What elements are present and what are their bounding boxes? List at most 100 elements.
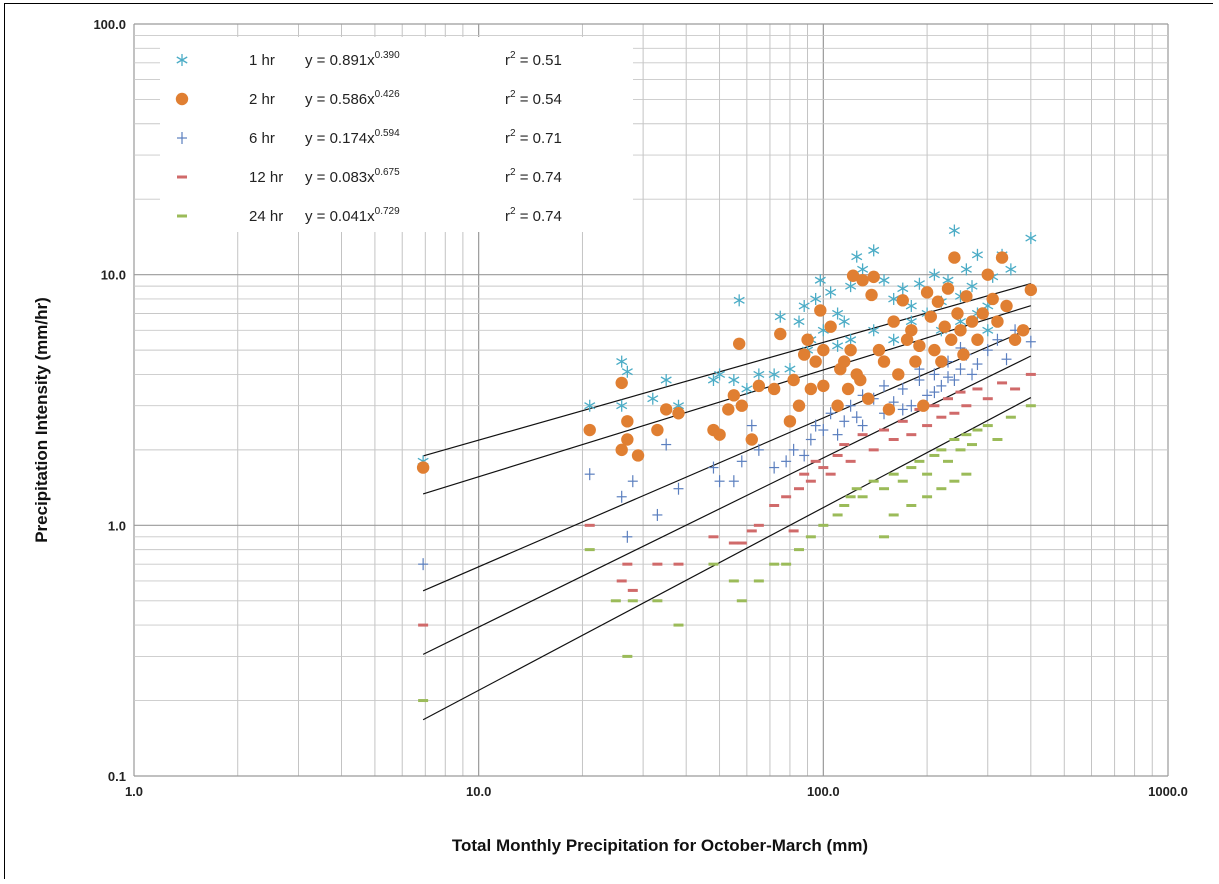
- legend-series-name: 1 hr: [249, 52, 275, 69]
- data-point: [948, 224, 960, 237]
- data-point: [832, 339, 844, 352]
- legend-marker: [176, 54, 188, 66]
- data-point: [965, 315, 979, 328]
- legend-series-name: 12 hr: [249, 169, 283, 186]
- fit-line: [422, 397, 1032, 721]
- x-tick-label: 1.0: [125, 784, 143, 799]
- data-point: [986, 292, 999, 306]
- fit-line: [422, 327, 1032, 592]
- legend-r-squared: r2 = 0.74: [505, 167, 562, 186]
- data-point: [905, 299, 917, 312]
- data-point: [1025, 232, 1037, 245]
- data-point: [982, 344, 993, 357]
- data-point: [967, 368, 978, 381]
- chart-frame: 1.0 10.0 100.0 1000.0 0.1 1.0 10.0 100.0 Total …: [4, 3, 1214, 880]
- data-point: [897, 282, 909, 295]
- data-point: [966, 280, 978, 293]
- data-point: [931, 295, 945, 308]
- data-point: [879, 379, 890, 392]
- data-point: [647, 392, 659, 405]
- data-point: [774, 327, 787, 341]
- data-point: [418, 558, 429, 571]
- data-point: [877, 355, 891, 368]
- data-point: [868, 244, 880, 257]
- data-point: [882, 403, 896, 416]
- data-point: [897, 382, 908, 395]
- data-point: [818, 424, 829, 437]
- legend-entry: 2 hr y = 0.586x0.426 r2 = 0.54: [175, 89, 562, 108]
- data-point: [774, 310, 786, 323]
- data-point: [799, 449, 810, 462]
- data-point: [714, 368, 726, 381]
- data-point: [971, 333, 984, 346]
- data-point: [857, 263, 869, 276]
- x-tick-label: 100.0: [807, 784, 840, 799]
- legend-entry: 6 hr y = 0.174x0.594 r2 = 0.71: [177, 128, 562, 147]
- data-point: [972, 358, 983, 371]
- data-point: [714, 475, 725, 488]
- data-point: [838, 315, 850, 328]
- data-point: [909, 355, 922, 368]
- legend-series-name: 24 hr: [249, 208, 283, 225]
- data-point: [784, 363, 796, 376]
- data-point: [805, 433, 816, 446]
- data-point: [929, 368, 940, 381]
- data-point: [838, 355, 851, 368]
- data-point: [651, 423, 664, 437]
- legend-series-name: 2 hr: [249, 91, 275, 108]
- data-point: [832, 307, 844, 320]
- data-point: [905, 324, 918, 337]
- data-point: [851, 250, 863, 263]
- data-point: [872, 343, 886, 357]
- data-point: [1016, 324, 1030, 337]
- data-point: [741, 382, 753, 395]
- data-point: [955, 363, 966, 376]
- data-point: [753, 368, 765, 381]
- data-point: [971, 248, 983, 261]
- data-point: [1005, 263, 1017, 276]
- data-point: [732, 337, 746, 350]
- data-point: [845, 333, 857, 346]
- legend-equation: y = 0.041x0.729: [305, 206, 400, 225]
- data-point: [616, 399, 628, 412]
- legend-marker: [177, 132, 187, 144]
- data-point: [938, 320, 951, 333]
- data-point: [752, 379, 766, 393]
- data-point: [960, 263, 972, 276]
- data-point: [788, 443, 799, 456]
- data-point: [844, 343, 857, 357]
- data-point: [897, 403, 908, 416]
- legend-r-squared: r2 = 0.71: [505, 128, 562, 147]
- data-point: [615, 376, 628, 390]
- data-point: [736, 455, 747, 468]
- data-point: [615, 443, 628, 457]
- data-point: [951, 307, 964, 320]
- y-axis-title: Precipitation Intensity (mm/hr): [32, 297, 51, 543]
- data-point: [856, 274, 869, 287]
- data-point: [831, 399, 844, 412]
- data-point: [727, 389, 741, 402]
- data-point: [814, 304, 827, 317]
- data-point: [673, 482, 684, 495]
- x-tick-label: 10.0: [466, 784, 491, 799]
- legend-series-name: 6 hr: [249, 130, 275, 147]
- data-point: [982, 324, 994, 337]
- data-point: [767, 382, 781, 396]
- data-point: [631, 449, 645, 462]
- data-point: [728, 475, 739, 488]
- data-point: [929, 386, 940, 399]
- legend-equation: y = 0.083x0.675: [305, 167, 400, 186]
- data-point: [920, 286, 934, 299]
- data-point: [900, 333, 914, 346]
- data-point: [809, 355, 822, 368]
- data-point: [976, 307, 989, 320]
- data-point: [992, 333, 1003, 346]
- data-point: [660, 374, 672, 387]
- data-point: [868, 324, 880, 337]
- data-point: [801, 333, 814, 346]
- data-point: [814, 274, 826, 287]
- data-point: [1001, 353, 1012, 366]
- x-axis-title: Total Monthly Precipitation for October-…: [452, 836, 868, 855]
- data-point: [913, 277, 925, 290]
